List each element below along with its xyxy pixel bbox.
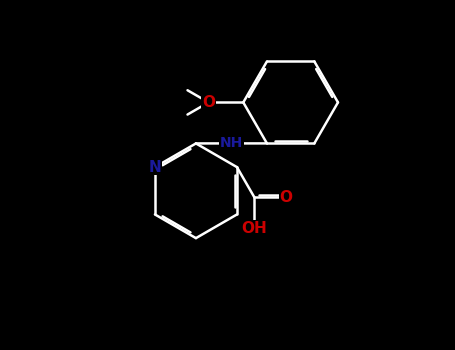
Text: O: O xyxy=(279,190,293,205)
Text: OH: OH xyxy=(242,221,267,236)
Text: O: O xyxy=(202,95,215,110)
Text: NH: NH xyxy=(220,136,243,150)
Text: N: N xyxy=(148,160,162,175)
